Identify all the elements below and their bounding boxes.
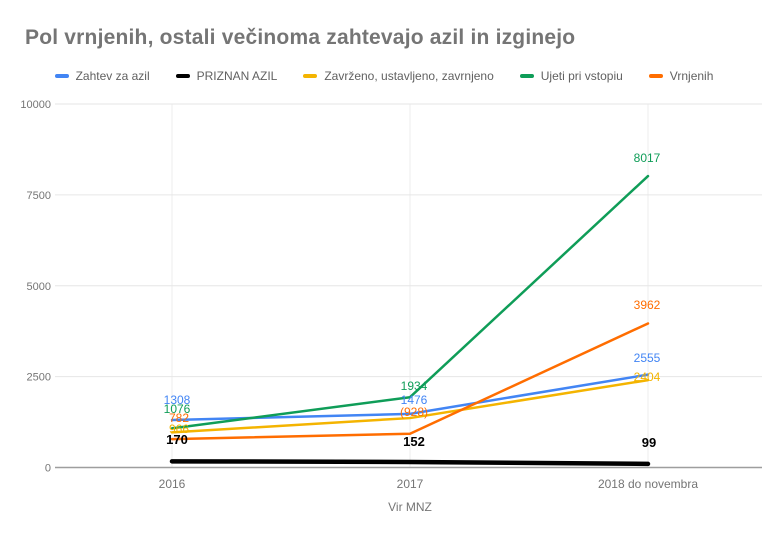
data-label-zavr-eno-ustavljeno-zavrnjeno-2016: 966 [169,422,189,436]
x-tick-label-2017: 2017 [397,477,424,491]
series-line-ujeti-pri-vstopiu [170,174,650,430]
y-tick-label: 10000 [20,99,51,111]
data-label-ujeti-pri-vstopiu-2017: 1934 [401,379,428,393]
data-label-zahtev-za-azil-2017: 1476 [401,393,428,407]
legend-label: Zahtev za azil [75,69,150,83]
series-line-priznan-azil [169,459,651,467]
data-label-priznan-azil-2018-do-novembra: 99 [642,435,656,450]
legend: Zahtev za azil PRIZNAN AZIL Zavrženo, usta… [0,69,768,83]
legend-label: Zavrženo, ustavljeno, zavrnjeno [324,69,494,83]
legend-marker-vrnjenih [648,74,663,78]
x-tick-label-2016: 2016 [159,477,186,491]
data-label-priznan-azil-2016: 170 [166,432,188,447]
legend-marker-ujeti-pri-vstopiu [519,74,534,78]
chart-title: Pol vrnjenih, ostali večinoma zahtevajo … [25,26,576,49]
legend-item-zahtev-za-azil: Zahtev za azil [54,69,150,83]
legend-item-zavr-eno-ustavljeno-zavrnjeno: Zavrženo, ustavljeno, zavrnjeno [303,69,494,83]
data-label-ujeti-pri-vstopiu-2016: 1076 [164,402,191,416]
legend-marker-zahtev-za-azil [54,74,69,78]
legend-label: Vrnjenih [669,69,714,83]
series-line-zavr-eno-ustavljeno-zavrnjeno [170,378,650,434]
y-tick-label: 2500 [27,372,51,384]
data-label-zavr-eno-ustavljeno-zavrnjeno-2018-do-novembra: 2404 [634,370,661,384]
data-label-vrnjenih-2016: 782 [169,411,189,425]
y-tick-label: 0 [45,463,51,475]
legend-label: PRIZNAN AZIL [196,69,278,83]
data-label-ujeti-pri-vstopiu-2018-do-novembra: 8017 [634,151,661,165]
legend-marker-zavr-eno-ustavljeno-zavrnjeno [303,74,318,78]
legend-label: Ujeti pri vstopiu [540,69,623,83]
legend-item-vrnjenih: Vrnjenih [648,69,714,83]
data-label-vrnjenih-2017: (928) [400,405,428,419]
legend-marker-priznan-azil [175,74,190,78]
y-tick-label: 5000 [27,281,51,293]
series-line-vrnjenih [170,322,650,441]
legend-item-ujeti-pri-vstopiu: Ujeti pri vstopiu [519,69,623,83]
legend-item-priznan-azil: PRIZNAN AZIL [175,69,278,83]
data-label-zahtev-za-azil-2018-do-novembra: 2555 [634,351,661,365]
data-label-priznan-azil-2017: 152 [403,434,425,449]
data-label-vrnjenih-2018-do-novembra: 3962 [634,298,661,312]
y-tick-label: 7500 [27,190,51,202]
data-label-zahtev-za-azil-2016: 1308 [164,393,191,407]
x-axis-title: Vir MNZ [388,500,432,514]
x-tick-label-2018-do-novembra: 2018 do novembra [598,477,698,491]
